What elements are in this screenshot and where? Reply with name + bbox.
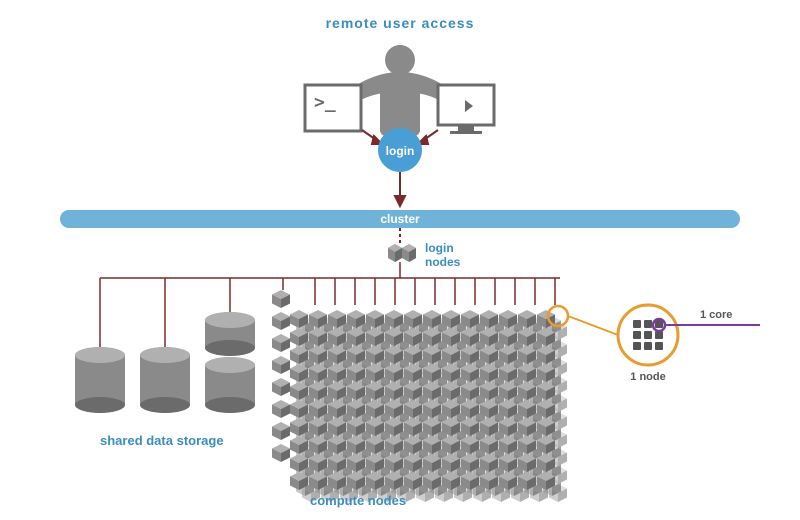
cluster-label: cluster <box>380 212 420 226</box>
compute-grid <box>290 310 567 502</box>
svg-text:nodes: nodes <box>425 255 461 269</box>
cluster-diagram: remote user access >_ login cluster <box>0 0 800 520</box>
login-label: login <box>386 144 415 158</box>
login-to-cluster-arrow <box>395 172 405 206</box>
node-callout-line <box>568 316 618 335</box>
terminal-icon: >_ <box>305 85 361 131</box>
one-core-label: 1 core <box>700 309 732 321</box>
storage-label: shared data storage <box>100 433 224 448</box>
remote-user-access-label: remote user access <box>326 15 475 31</box>
login-nodes-label: login <box>425 241 454 255</box>
one-node-label: 1 node <box>630 371 665 383</box>
login-nodes-icon <box>388 244 416 262</box>
monitor-icon <box>438 85 494 134</box>
side-stack <box>272 290 290 462</box>
core-grid <box>633 320 663 350</box>
svg-text:>_: >_ <box>314 92 336 113</box>
compute-nodes-label: compute nodes <box>310 493 406 508</box>
